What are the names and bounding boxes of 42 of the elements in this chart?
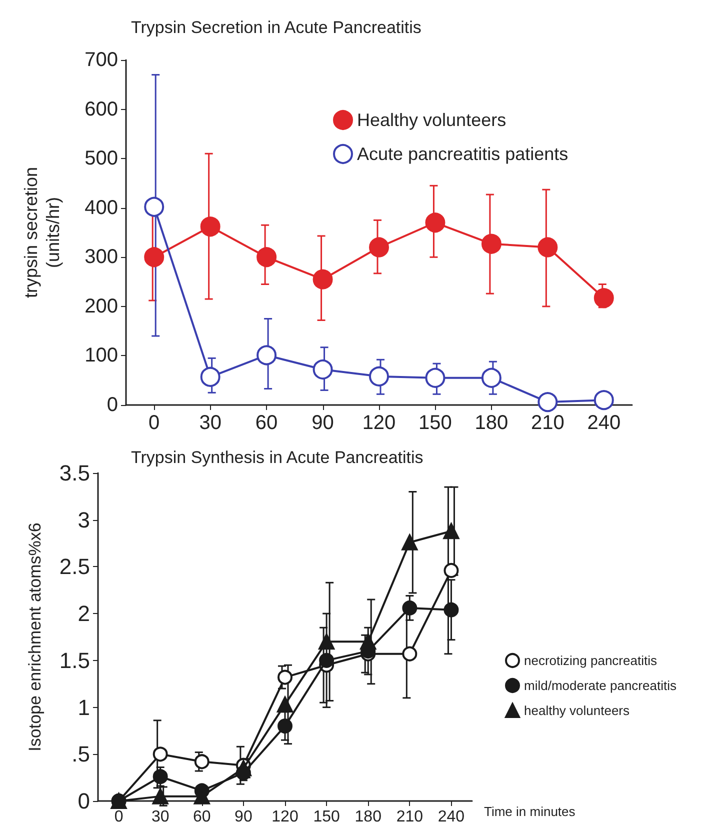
x-tick-label: 60 — [255, 412, 278, 434]
legend-label: healthy volunteers — [524, 703, 630, 718]
x-tick-label: 240 — [587, 412, 621, 434]
x-tick-label: 120 — [362, 412, 396, 434]
y-axis-title: Isotope enrichment atoms%x6 — [26, 522, 44, 752]
y-tick-label: 700 — [84, 49, 118, 71]
y-tick-label: 1.5 — [59, 648, 90, 673]
legend-label: necrotizing pancreatitis — [524, 653, 658, 668]
y-tick-label: 300 — [84, 246, 118, 268]
x-tick-label: 180 — [474, 412, 508, 434]
y-tick-label: 3.5 — [59, 460, 90, 486]
legend-label: Healthy volunteers — [357, 110, 506, 130]
x-tick-label: 90 — [312, 412, 334, 434]
y-axis-title: trypsin secretion (units/hr) — [21, 166, 63, 298]
x-axis-title: Time in minutes — [484, 804, 576, 819]
y-tick-label: 100 — [84, 344, 118, 367]
x-tick-label: 60 — [192, 808, 211, 823]
x-tick-label: 30 — [199, 412, 222, 434]
y-tick-label: 600 — [84, 98, 118, 120]
y-tick-label: 500 — [84, 148, 118, 170]
y-tick-label: 2 — [78, 601, 90, 626]
x-tick-label: 30 — [151, 808, 170, 823]
x-tick-label: 210 — [396, 808, 424, 823]
chart-title: Trypsin Secretion in Acute Pancreatitis — [131, 18, 422, 37]
legend-label: Acute pancreatitis patients — [357, 144, 568, 164]
x-tick-label: 240 — [438, 808, 465, 823]
x-tick-label: 150 — [418, 412, 452, 434]
legend-label: mild/moderate pancreatitis — [524, 678, 677, 693]
x-tick-label: 210 — [530, 412, 564, 434]
y-tick-label: 0 — [106, 394, 118, 416]
y-tick-label: 1 — [78, 694, 90, 720]
x-tick-label: 90 — [234, 808, 252, 823]
x-tick-label: 0 — [148, 412, 160, 434]
y-tick-label: 3 — [78, 507, 90, 532]
x-tick-label: 120 — [272, 808, 298, 823]
y-tick-label: .5 — [72, 742, 90, 767]
chart-title: Trypsin Synthesis in Acute Pancreatitis — [131, 448, 424, 467]
y-tick-label: 400 — [84, 196, 118, 219]
x-tick-label: 180 — [354, 808, 382, 823]
y-tick-label: 2.5 — [59, 554, 90, 580]
x-tick-label: 150 — [313, 808, 340, 823]
y-tick-label: 200 — [84, 295, 118, 318]
